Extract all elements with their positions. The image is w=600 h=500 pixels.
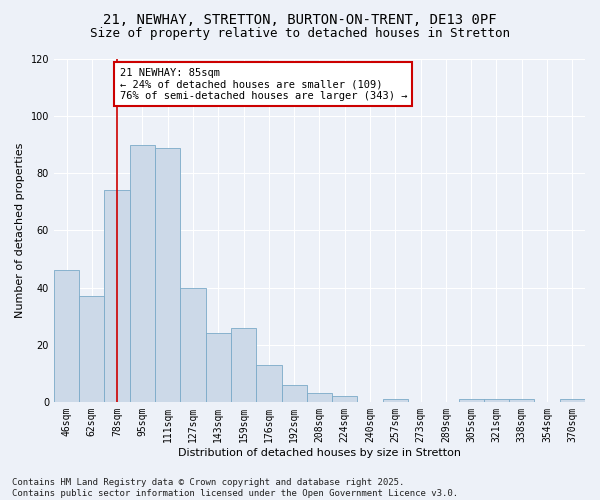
Bar bbox=[79, 296, 104, 402]
Bar bbox=[155, 148, 181, 402]
Bar bbox=[206, 334, 231, 402]
Bar bbox=[307, 394, 332, 402]
Bar bbox=[54, 270, 79, 402]
Text: Size of property relative to detached houses in Stretton: Size of property relative to detached ho… bbox=[90, 28, 510, 40]
Text: 21, NEWHAY, STRETTON, BURTON-ON-TRENT, DE13 0PF: 21, NEWHAY, STRETTON, BURTON-ON-TRENT, D… bbox=[103, 12, 497, 26]
Bar bbox=[509, 399, 535, 402]
Bar bbox=[231, 328, 256, 402]
Bar bbox=[332, 396, 358, 402]
Bar bbox=[130, 144, 155, 402]
Text: Contains HM Land Registry data © Crown copyright and database right 2025.
Contai: Contains HM Land Registry data © Crown c… bbox=[12, 478, 458, 498]
Y-axis label: Number of detached properties: Number of detached properties bbox=[15, 142, 25, 318]
Text: 21 NEWHAY: 85sqm
← 24% of detached houses are smaller (109)
76% of semi-detached: 21 NEWHAY: 85sqm ← 24% of detached house… bbox=[119, 68, 407, 101]
Bar bbox=[181, 288, 206, 402]
Bar bbox=[458, 399, 484, 402]
Bar bbox=[484, 399, 509, 402]
Bar bbox=[256, 364, 281, 402]
Bar bbox=[104, 190, 130, 402]
Bar bbox=[383, 399, 408, 402]
Bar bbox=[560, 399, 585, 402]
Bar bbox=[281, 384, 307, 402]
X-axis label: Distribution of detached houses by size in Stretton: Distribution of detached houses by size … bbox=[178, 448, 461, 458]
